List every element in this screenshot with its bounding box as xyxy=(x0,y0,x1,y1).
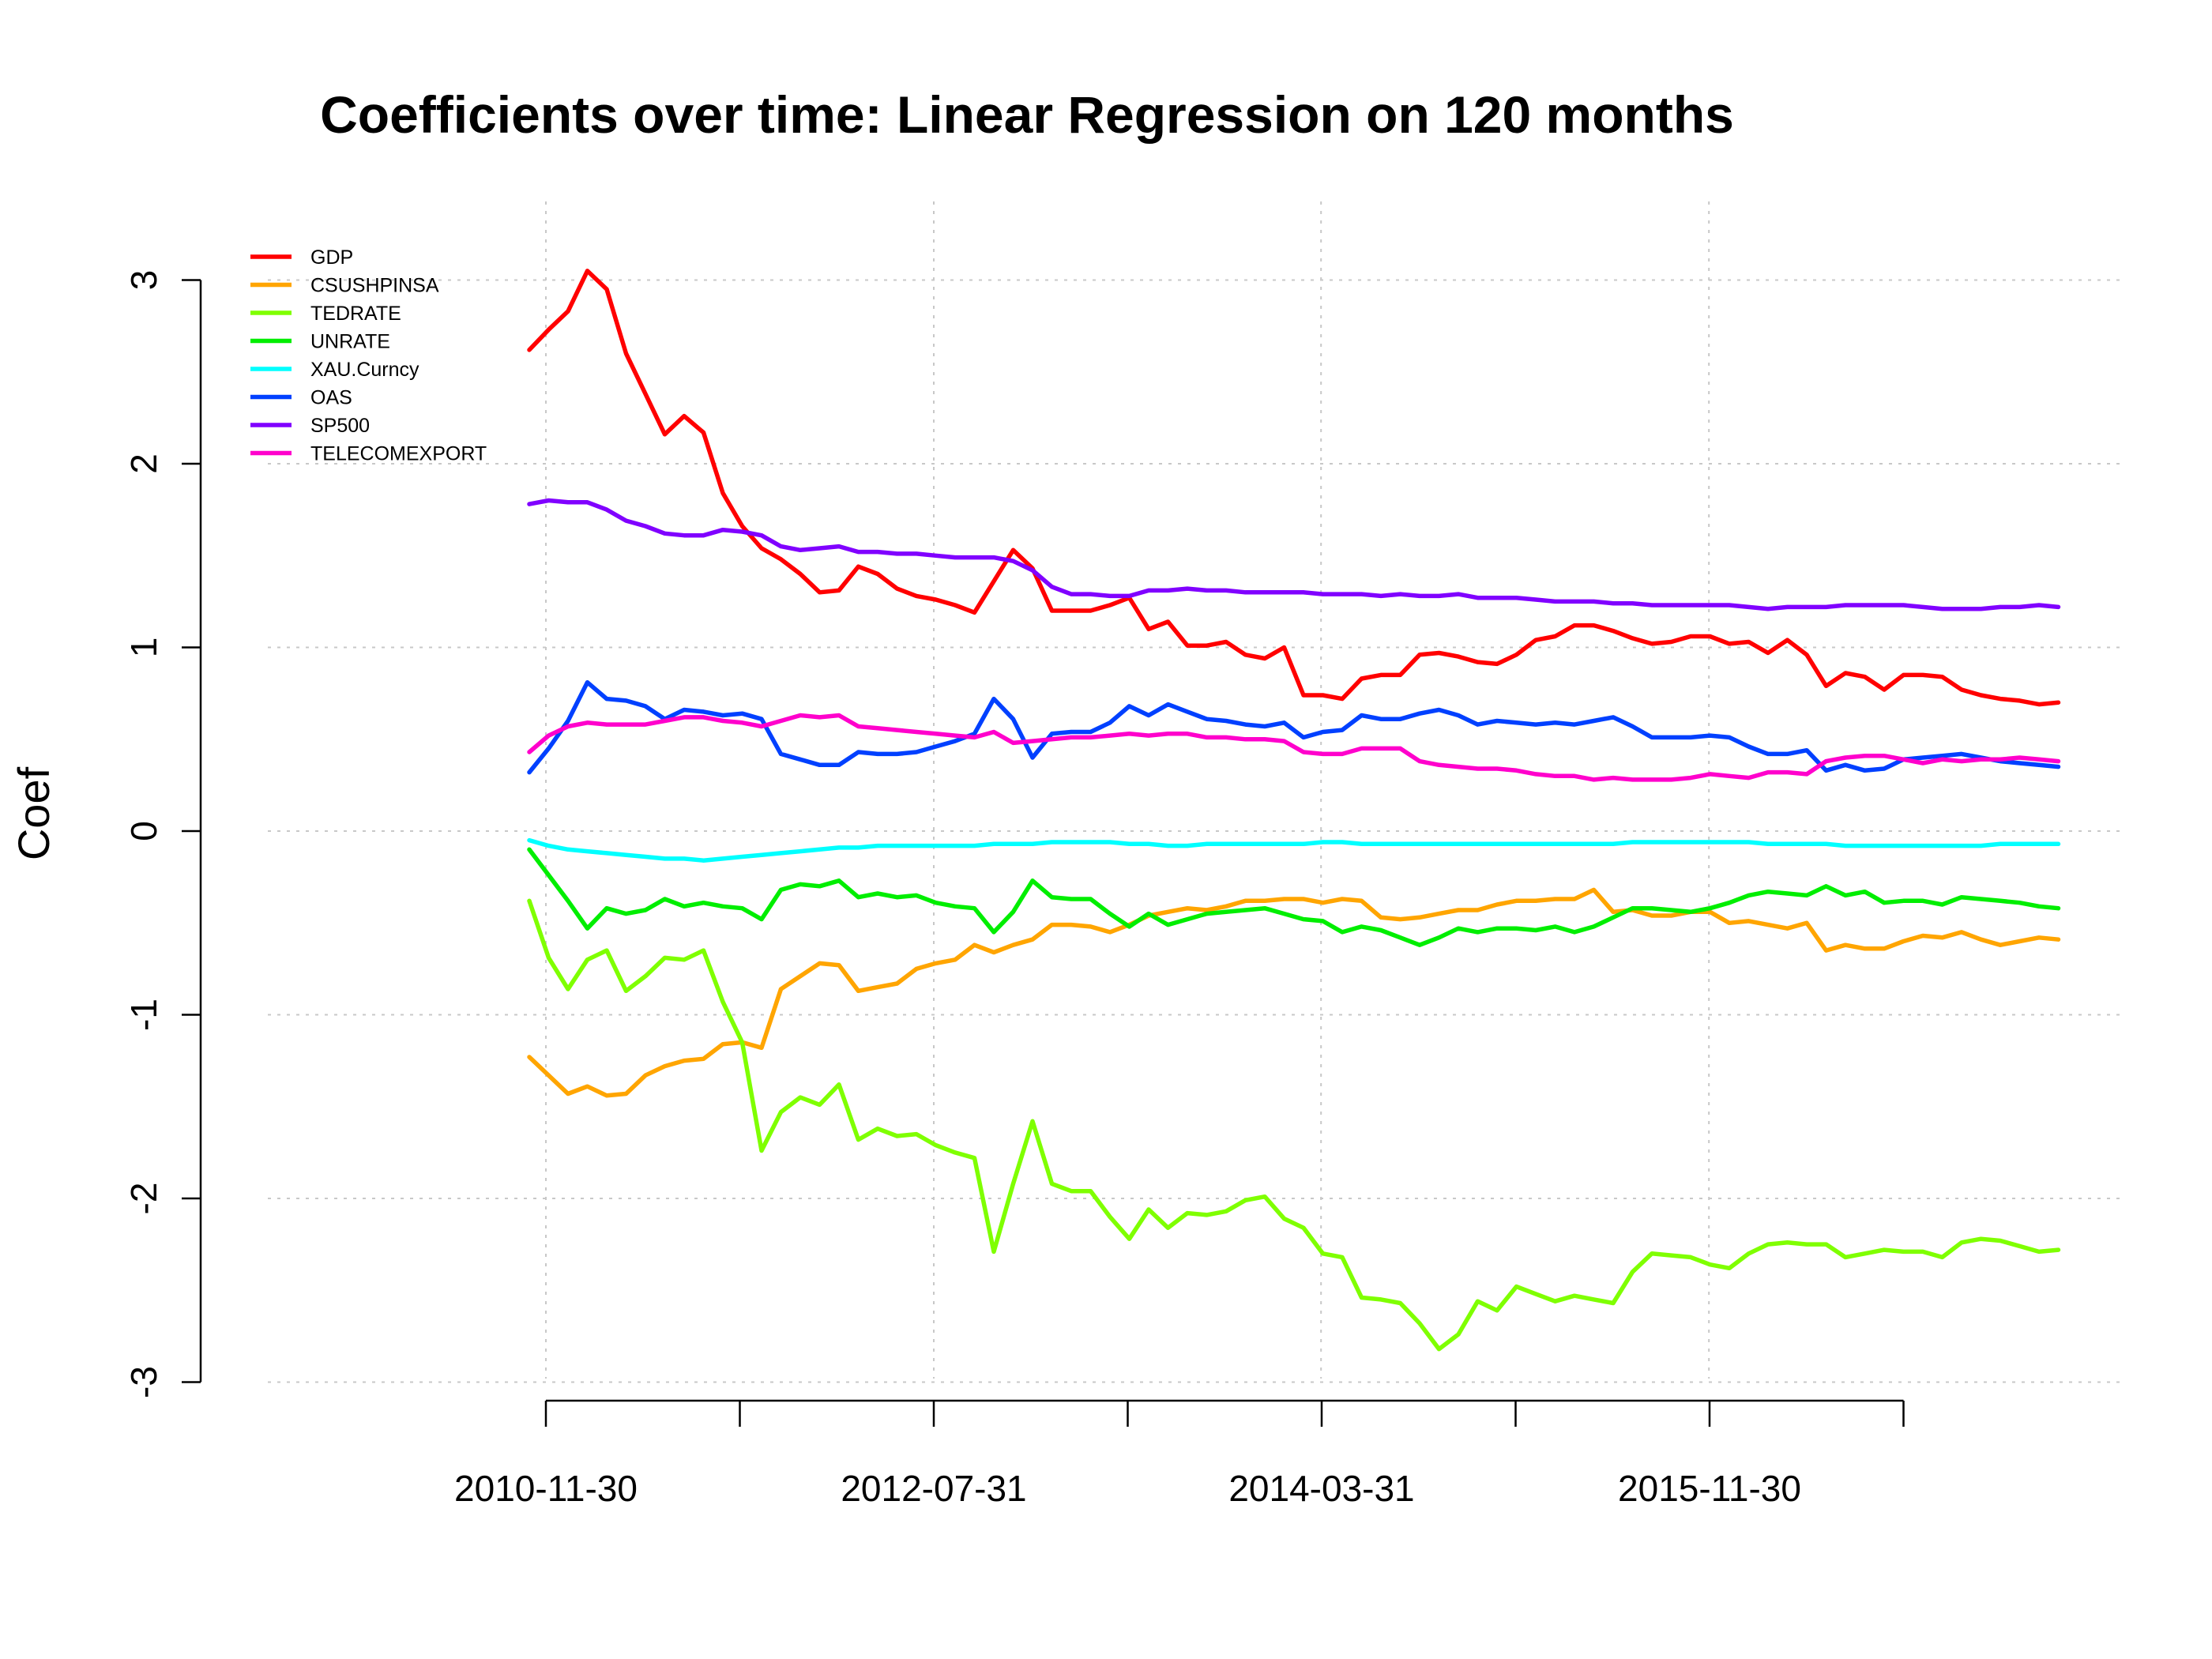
legend-label: GDP xyxy=(310,246,353,269)
y-tick-label: -3 xyxy=(123,1366,164,1398)
legend-label: TEDRATE xyxy=(310,303,401,325)
y-tick-label: 3 xyxy=(123,270,164,291)
legend-label: XAU.Curncy xyxy=(310,359,419,381)
series-lines xyxy=(527,269,2061,1352)
y-tick-label: 0 xyxy=(123,821,164,841)
legend-label: CSUSHPINSA xyxy=(310,275,439,297)
y-tick-label: 2 xyxy=(123,453,164,474)
series-line-oas xyxy=(527,679,2061,775)
series-line-tedrate xyxy=(527,898,2061,1352)
x-tick-label: 2010-11-30 xyxy=(454,1468,638,1509)
x-tick-label: 2014-03-31 xyxy=(1228,1468,1414,1509)
series-line-xau-curncy xyxy=(527,837,2061,863)
legend-label: TELECOMEXPORT xyxy=(310,443,487,465)
legend-label: SP500 xyxy=(310,415,370,437)
y-tick-label: -2 xyxy=(123,1183,164,1215)
y-axis-label: Coef xyxy=(9,766,58,860)
series-line-csushpinsa xyxy=(527,887,2061,1098)
series-line-telecomexport xyxy=(527,713,2061,782)
axes: 3 2 1 0 -1 -2 -3 2010-11-30 2012-07-31 2014-03-31… xyxy=(123,270,1905,1509)
series-line-gdp xyxy=(527,269,2061,707)
legend-label: UNRATE xyxy=(310,331,390,353)
legend-label: OAS xyxy=(310,387,352,409)
x-tick-label: 2015-11-30 xyxy=(1618,1468,1801,1509)
series-line-sp500 xyxy=(527,498,2061,611)
legend: GDP CSUSHPINSA TEDRATE UNRATE XAU.Curncy OAS S… xyxy=(250,246,487,465)
y-tick-label: 1 xyxy=(123,638,164,658)
x-tick-label: 2012-07-31 xyxy=(841,1468,1026,1509)
grid xyxy=(268,201,2125,1383)
chart-title: Coefficients over time: Linear Regressio… xyxy=(320,85,1734,144)
series-line-unrate xyxy=(527,847,2061,947)
y-tick-label: -1 xyxy=(123,999,164,1031)
